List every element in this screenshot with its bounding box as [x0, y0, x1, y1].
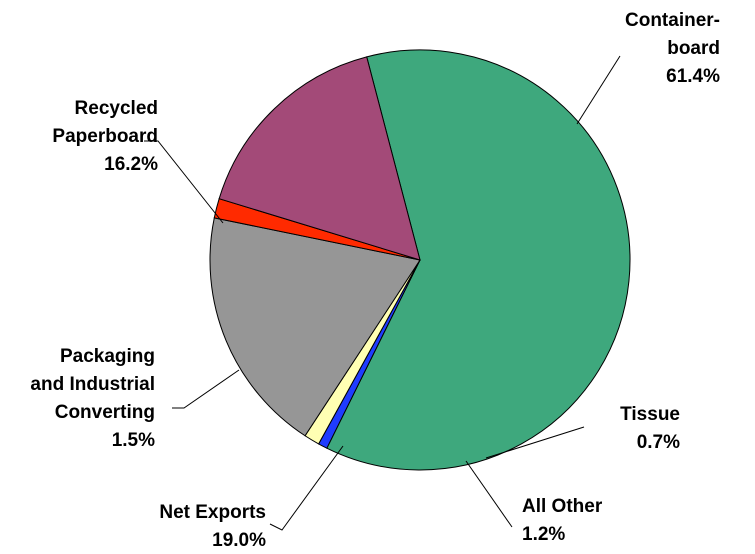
slice-percent-label: 1.2%	[522, 524, 565, 545]
slice-label: Converting	[55, 402, 155, 423]
pie-slice	[209, 217, 421, 437]
slice-percent-label: 0.7%	[637, 432, 680, 453]
slice-label: Recycled	[75, 98, 158, 119]
slice-label: All Other	[522, 496, 603, 517]
pie-slices	[209, 49, 631, 471]
pie-slice	[326, 49, 631, 471]
leader-line	[465, 460, 513, 528]
slice-label: Paperboard	[52, 126, 158, 147]
slice-percent-label: 1.5%	[112, 430, 155, 451]
leader-line	[485, 426, 585, 459]
slice-percent-label: 16.2%	[104, 154, 158, 175]
slice-label: Packaging	[60, 346, 155, 367]
slice-label: Container-	[625, 10, 720, 31]
leader-line	[144, 140, 224, 224]
slice-labels: Container-board 61.4% Tissue 0.7% All Other 1…	[30, 10, 720, 551]
slice-label: Tissue	[620, 404, 680, 425]
slice-percent-label: 61.4%	[666, 66, 720, 87]
slice-percent-label: 19.0%	[212, 530, 266, 551]
leader-lines	[144, 55, 621, 531]
pie-slice	[218, 56, 421, 261]
slice-label: Net Exports	[159, 502, 266, 523]
slice-label: board	[667, 38, 720, 59]
leader-line	[269, 445, 344, 531]
leader-line	[172, 369, 240, 409]
slice-label: and Industrial	[30, 374, 155, 395]
leader-line	[576, 55, 621, 125]
